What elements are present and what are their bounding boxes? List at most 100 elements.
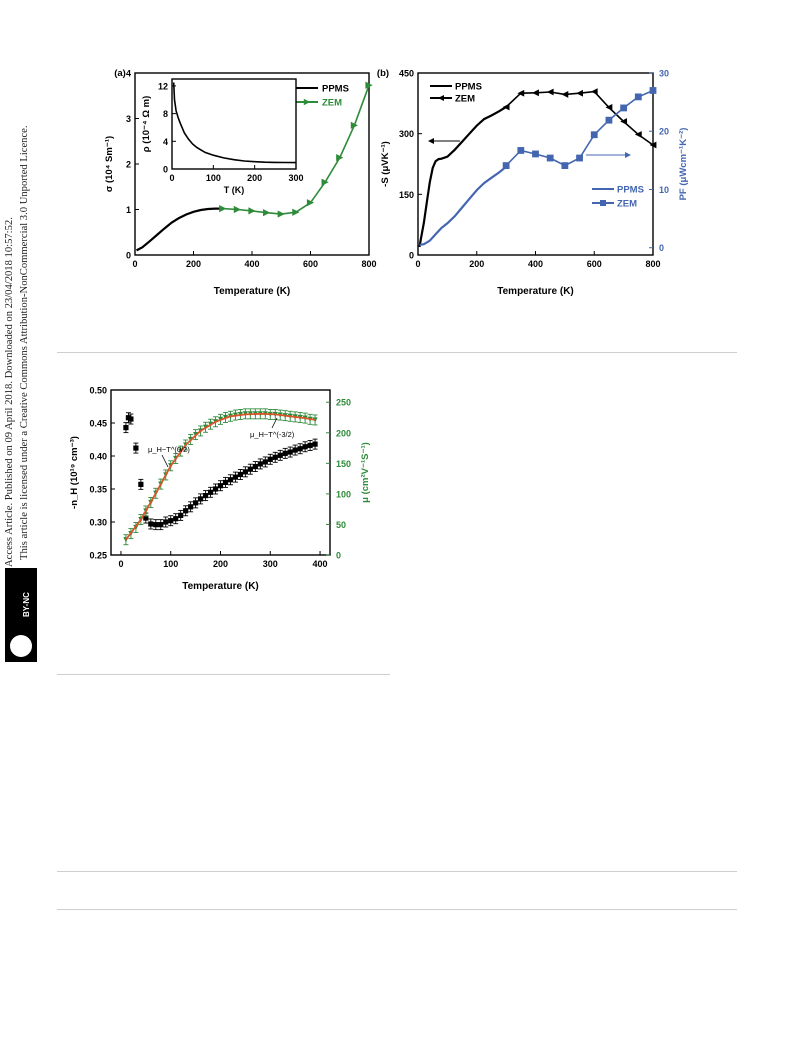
inset-bg xyxy=(172,79,296,169)
x-tick-label: 0 xyxy=(169,173,174,183)
legend-label: ZEM xyxy=(322,98,342,109)
right-axis-arrowhead xyxy=(625,152,631,158)
data-point xyxy=(306,199,315,207)
data-point xyxy=(634,93,642,101)
data-point xyxy=(138,481,144,487)
legend-label: PPMS xyxy=(322,84,349,95)
data-point xyxy=(649,87,657,94)
panel-label: (a) xyxy=(114,68,126,79)
x-tick-label: 800 xyxy=(361,259,376,269)
y-tick-label: 300 xyxy=(399,129,414,139)
y-tick-label: 100 xyxy=(336,489,351,499)
data-point xyxy=(252,463,258,470)
data-point xyxy=(148,521,154,527)
y-tick-label: 3 xyxy=(126,114,131,124)
data-point xyxy=(590,88,598,96)
license-badge[interactable]: BY-NC xyxy=(5,568,37,662)
x-tick-label: 200 xyxy=(247,173,262,183)
x-tick-label: 100 xyxy=(206,173,221,183)
inset: 0 100 200 300 0 4 8 12 T (K) ρ (10⁻⁴ Ω m) xyxy=(141,78,304,195)
legend-marker xyxy=(438,95,444,101)
chart-c: 0 100 200 300 400 0.25 0.30 0.35 0.40 0.45 0.50 0 50… xyxy=(69,386,371,593)
annotation-pointer xyxy=(271,417,278,429)
data-point xyxy=(173,516,179,522)
data-point xyxy=(277,452,283,458)
x-tick-label: 600 xyxy=(303,259,318,269)
y-tick-label: 0 xyxy=(163,165,168,175)
annotation: μ_H~T^(0/2) xyxy=(148,445,190,454)
x-tick-label: 0 xyxy=(132,259,137,269)
y-axis-label-right: μ (cm²V⁻¹S⁻¹) xyxy=(360,442,371,503)
data-point xyxy=(233,205,241,214)
data-point xyxy=(242,469,248,475)
data-point xyxy=(282,450,288,456)
x-axis-label: Temperature (K) xyxy=(182,581,259,592)
x-tick-label: 400 xyxy=(244,259,259,269)
data-point xyxy=(321,178,329,186)
data-point xyxy=(605,103,613,111)
x-tick-label: 300 xyxy=(288,173,303,183)
y-tick-label: 0.35 xyxy=(89,485,107,495)
data-point xyxy=(634,131,642,138)
y-axis-label: -n_H (10¹⁹ cm⁻³) xyxy=(69,436,80,509)
panel-label: (b) xyxy=(377,68,389,79)
data-point xyxy=(517,147,525,154)
data-point xyxy=(307,442,313,449)
data-point xyxy=(620,104,628,112)
x-tick-label: 300 xyxy=(263,559,278,569)
data-point xyxy=(123,425,129,431)
data-point xyxy=(158,522,164,528)
y-tick-label: 4 xyxy=(163,137,168,147)
data-point xyxy=(590,131,598,139)
x-tick-label: 400 xyxy=(528,259,543,269)
data-point xyxy=(277,210,285,218)
divider xyxy=(57,352,737,353)
legend: PPMS ZEM xyxy=(296,84,349,109)
data-point xyxy=(168,518,174,524)
x-axis-label: Temperature (K) xyxy=(497,286,574,297)
legend-label: ZEM xyxy=(617,199,637,210)
data-point xyxy=(207,489,214,495)
x-tick-label: 100 xyxy=(163,559,178,569)
inset-y-label: ρ (10⁻⁴ Ω m) xyxy=(141,96,152,152)
data-point xyxy=(620,118,628,125)
y-tick-label: 150 xyxy=(336,459,351,469)
data-point xyxy=(153,522,159,528)
data-point xyxy=(532,89,539,97)
creative-commons-icon xyxy=(10,635,32,657)
annotation-pointer xyxy=(161,454,169,468)
data-point xyxy=(183,508,189,514)
data-point xyxy=(237,471,244,478)
y-tick-label: 0 xyxy=(126,251,131,261)
series-line xyxy=(505,90,654,146)
data-point xyxy=(605,116,613,124)
data-point xyxy=(292,447,298,453)
plot-frame xyxy=(417,72,654,256)
data-point xyxy=(297,446,303,452)
legend-label: PPMS xyxy=(455,82,482,93)
legend-right-axis: PPMS ZEM xyxy=(592,185,644,210)
data-point xyxy=(546,88,554,96)
data-point xyxy=(248,207,256,215)
data-point xyxy=(188,504,194,510)
data-point xyxy=(263,209,271,217)
data-point xyxy=(247,466,253,472)
plot-frame xyxy=(171,78,297,170)
data-point xyxy=(532,150,539,158)
data-point xyxy=(350,121,358,129)
data-point xyxy=(312,441,318,447)
data-point xyxy=(128,416,134,422)
y-tick-label: 2 xyxy=(126,160,131,170)
legend-marker xyxy=(303,98,311,106)
x-tick-label: 600 xyxy=(587,259,602,269)
y-tick-label: 12 xyxy=(158,81,168,91)
data-point xyxy=(257,461,263,467)
data-point xyxy=(202,493,209,499)
x-tick-label: 800 xyxy=(645,259,660,269)
y-tick-label: 450 xyxy=(399,69,414,79)
y-tick-label: 0 xyxy=(659,243,664,253)
y-tick-label: 8 xyxy=(163,109,168,119)
data-point xyxy=(302,444,308,450)
